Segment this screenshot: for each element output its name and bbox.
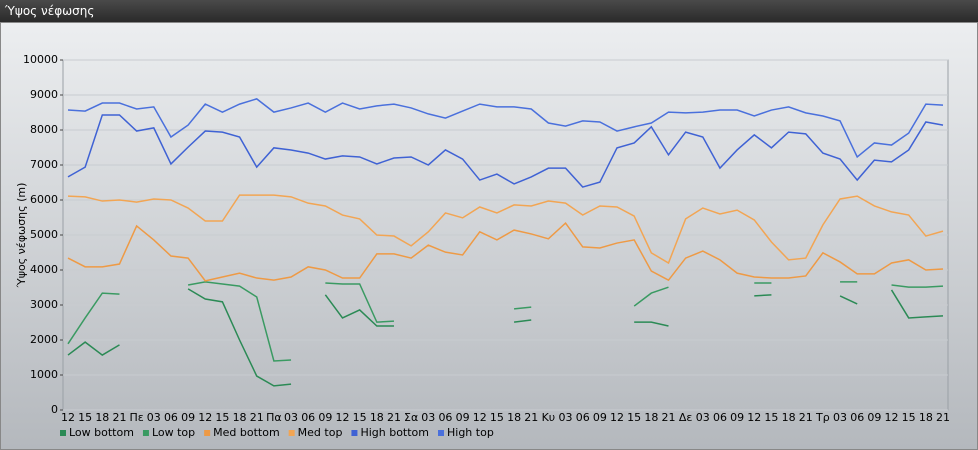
y-tick-label: 9000 bbox=[30, 88, 58, 101]
legend-label: Med top bbox=[298, 426, 343, 439]
x-tick-label: 21 bbox=[661, 411, 675, 424]
x-tick-label: 12 bbox=[61, 411, 75, 424]
x-tick-label: 03 bbox=[696, 411, 710, 424]
legend-swatch bbox=[204, 430, 211, 436]
y-tick-label: 10000 bbox=[23, 53, 58, 66]
y-tick-label: 8000 bbox=[30, 123, 58, 136]
x-tick-label: Πε bbox=[130, 411, 144, 424]
legend-swatch bbox=[351, 430, 358, 436]
x-tick-label: 03 bbox=[284, 411, 298, 424]
x-tick-label: 18 bbox=[370, 411, 384, 424]
series-line bbox=[67, 221, 944, 282]
y-tick-label: 5000 bbox=[30, 228, 58, 241]
x-tick-label: 15 bbox=[490, 411, 504, 424]
x-tick-label: 09 bbox=[181, 411, 195, 424]
legend-label: Med bottom bbox=[213, 426, 280, 439]
legend-label: Low bottom bbox=[69, 426, 134, 439]
x-tick-label: 12 bbox=[198, 411, 212, 424]
x-tick-label: Κυ bbox=[542, 411, 556, 424]
y-tick-label: 2000 bbox=[30, 333, 58, 346]
x-tick-label: 06 bbox=[576, 411, 590, 424]
x-tick-label: 03 bbox=[559, 411, 573, 424]
x-tick-label: 21 bbox=[387, 411, 401, 424]
x-tick-label: 18 bbox=[782, 411, 796, 424]
x-tick-label: 06 bbox=[438, 411, 452, 424]
chart: Ύψος νέφωσης (m) 0 1000 2000 3000 4000 5000 60… bbox=[0, 22, 978, 450]
x-tick-label: 09 bbox=[730, 411, 744, 424]
x-tick-label: 12 bbox=[747, 411, 761, 424]
x-tick-label: 12 bbox=[336, 411, 350, 424]
y-tick-label: 1000 bbox=[30, 368, 58, 381]
legend-swatch bbox=[288, 430, 295, 436]
x-tick-label: 15 bbox=[627, 411, 641, 424]
series-line bbox=[67, 114, 944, 188]
x-tick-label: 15 bbox=[353, 411, 367, 424]
series-line bbox=[67, 98, 944, 159]
x-tick-label: Πα bbox=[266, 411, 282, 424]
series-line bbox=[67, 288, 944, 387]
legend-swatch bbox=[142, 430, 149, 436]
x-tick-label: 21 bbox=[250, 411, 264, 424]
x-tick-label: 12 bbox=[473, 411, 487, 424]
x-tick-label: 12 bbox=[885, 411, 899, 424]
y-tick-label: 6000 bbox=[30, 193, 58, 206]
x-tick-label: 21 bbox=[799, 411, 813, 424]
y-tick-label: 7000 bbox=[30, 158, 58, 171]
legend-swatch bbox=[438, 430, 444, 436]
x-tick-label: 03 bbox=[833, 411, 847, 424]
x-tick-label: 15 bbox=[215, 411, 229, 424]
x-tick-label: 21 bbox=[112, 411, 126, 424]
x-tick-label: Δε bbox=[679, 411, 693, 424]
x-tick-label: 03 bbox=[147, 411, 161, 424]
x-tick-label: 06 bbox=[850, 411, 864, 424]
legend-label: High top bbox=[447, 426, 494, 439]
x-tick-label: 12 bbox=[610, 411, 624, 424]
y-tick-label: 3000 bbox=[30, 298, 58, 311]
x-tick-label: 21 bbox=[524, 411, 538, 424]
series-line bbox=[67, 281, 944, 362]
x-tick-label: 18 bbox=[507, 411, 521, 424]
x-tick-label: 09 bbox=[867, 411, 881, 424]
window-title: Ύψος νέφωσης bbox=[0, 0, 978, 22]
y-tick-label: 4000 bbox=[30, 263, 58, 276]
x-tick-label: 18 bbox=[95, 411, 109, 424]
x-tick-label: 18 bbox=[919, 411, 933, 424]
x-tick-label: 21 bbox=[936, 411, 950, 424]
x-tick-label: Τρ bbox=[815, 411, 830, 424]
x-tick-label: 15 bbox=[78, 411, 92, 424]
legend-label: Low top bbox=[152, 426, 195, 439]
series-line bbox=[67, 194, 944, 265]
x-tick-label: 06 bbox=[301, 411, 315, 424]
y-tick-label: 0 bbox=[51, 403, 58, 416]
x-tick-label: 18 bbox=[233, 411, 247, 424]
x-tick-label: 03 bbox=[421, 411, 435, 424]
x-tick-label: 15 bbox=[902, 411, 916, 424]
x-tick-label: 18 bbox=[644, 411, 658, 424]
x-tick-label: 06 bbox=[164, 411, 178, 424]
legend-label: High bottom bbox=[360, 426, 429, 439]
x-tick-label: 09 bbox=[318, 411, 332, 424]
x-tick-label: 09 bbox=[593, 411, 607, 424]
x-tick-label: 15 bbox=[764, 411, 778, 424]
x-tick-label: 06 bbox=[713, 411, 727, 424]
legend-swatch bbox=[60, 430, 66, 436]
x-tick-label: Σα bbox=[404, 411, 418, 424]
x-tick-label: 09 bbox=[456, 411, 470, 424]
y-axis-label: Ύψος νέφωσης (m) bbox=[15, 183, 28, 289]
